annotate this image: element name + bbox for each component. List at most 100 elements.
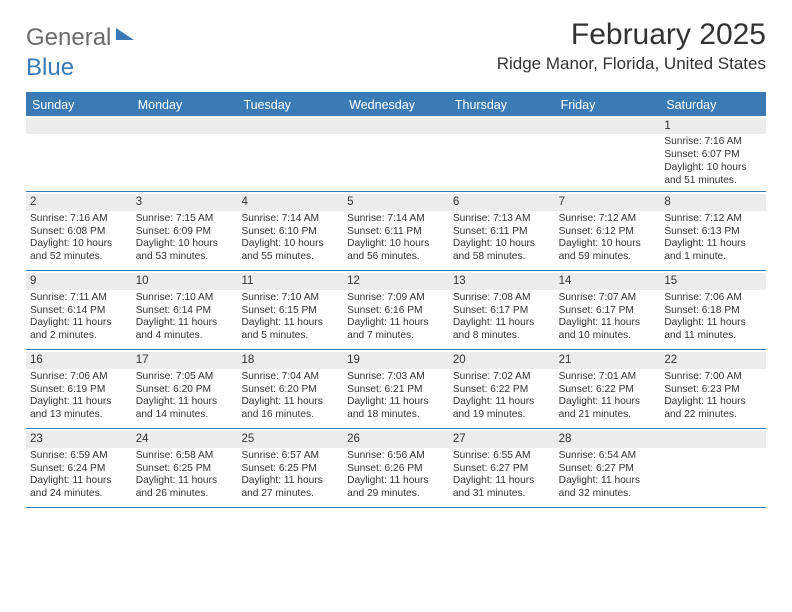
- sunrise-text: Sunrise: 6:54 AM: [559, 450, 657, 463]
- day-number-row: 2: [26, 194, 132, 210]
- day-content: Sunrise: 7:09 AMSunset: 6:16 PMDaylight:…: [347, 292, 445, 343]
- sunrise-text: Sunrise: 7:06 AM: [30, 371, 128, 384]
- calendar-week-row: 9Sunrise: 7:11 AMSunset: 6:14 PMDaylight…: [26, 271, 766, 350]
- day-number: [347, 119, 350, 133]
- sunset-text: Sunset: 6:21 PM: [347, 384, 445, 397]
- calendar-day-cell: 9 Sunrise: 7:11 AMSunset: 6:14 PMDaylight…: [26, 271, 132, 349]
- sunrise-text: Sunrise: 6:55 AM: [453, 450, 551, 463]
- sunrise-text: Sunrise: 7:03 AM: [347, 371, 445, 384]
- day-number: 4: [241, 195, 247, 209]
- sunrise-text: Sunrise: 7:04 AM: [241, 371, 339, 384]
- calendar-day-cell: [660, 429, 766, 507]
- day-number-row: 7: [555, 194, 661, 210]
- day-content: Sunrise: 7:08 AMSunset: 6:17 PMDaylight:…: [453, 292, 551, 343]
- sunrise-text: Sunrise: 7:11 AM: [30, 292, 128, 305]
- sunrise-text: Sunrise: 7:12 AM: [664, 213, 762, 226]
- day-number: 7: [559, 195, 565, 209]
- day-content: Sunrise: 7:12 AMSunset: 6:12 PMDaylight:…: [559, 213, 657, 264]
- daylight-text: Daylight: 11 hours and 11 minutes.: [664, 317, 762, 343]
- logo-text-general: General: [26, 24, 111, 52]
- daylight-text: Daylight: 10 hours and 52 minutes.: [30, 238, 128, 264]
- day-content: Sunrise: 7:07 AMSunset: 6:17 PMDaylight:…: [559, 292, 657, 343]
- weekday-header: Sunday: [26, 94, 132, 116]
- day-number: [664, 432, 667, 446]
- day-number: 11: [241, 274, 253, 288]
- sunset-text: Sunset: 6:13 PM: [664, 226, 762, 239]
- weekday-header: Thursday: [449, 94, 555, 116]
- daylight-text: Daylight: 10 hours and 58 minutes.: [453, 238, 551, 264]
- daylight-text: Daylight: 11 hours and 13 minutes.: [30, 396, 128, 422]
- calendar-day-cell: 4Sunrise: 7:14 AMSunset: 6:10 PMDaylight…: [237, 192, 343, 270]
- daylight-text: Daylight: 10 hours and 51 minutes.: [664, 162, 762, 188]
- calendar-day-cell: 10Sunrise: 7:10 AMSunset: 6:14 PMDayligh…: [132, 271, 238, 349]
- sunset-text: Sunset: 6:22 PM: [559, 384, 657, 397]
- day-number: 1: [664, 119, 670, 133]
- day-number: 15: [664, 274, 677, 288]
- calendar-day-cell: 2 Sunrise: 7:16 AMSunset: 6:08 PMDaylight…: [26, 192, 132, 270]
- sunset-text: Sunset: 6:14 PM: [136, 305, 234, 318]
- sunrise-text: Sunrise: 7:05 AM: [136, 371, 234, 384]
- sunrise-text: Sunrise: 6:58 AM: [136, 450, 234, 463]
- daylight-text: Daylight: 11 hours and 19 minutes.: [453, 396, 551, 422]
- calendar-day-cell: 14Sunrise: 7:07 AMSunset: 6:17 PMDayligh…: [555, 271, 661, 349]
- day-number: 28: [559, 432, 572, 446]
- day-number-row: 9: [26, 273, 132, 289]
- day-content: Sunrise: 7:01 AMSunset: 6:22 PMDaylight:…: [559, 371, 657, 422]
- location-label: Ridge Manor, Florida, United States: [497, 54, 766, 74]
- day-content: Sunrise: 7:14 AMSunset: 6:11 PMDaylight:…: [347, 213, 445, 264]
- calendar-day-cell: 1 Sunrise: 7:16 AMSunset: 6:07 PMDaylight…: [660, 116, 766, 191]
- sunset-text: Sunset: 6:14 PM: [30, 305, 128, 318]
- daylight-text: Daylight: 10 hours and 59 minutes.: [559, 238, 657, 264]
- sunset-text: Sunset: 6:24 PM: [30, 463, 128, 476]
- sunset-text: Sunset: 6:12 PM: [559, 226, 657, 239]
- daylight-text: Daylight: 11 hours and 31 minutes.: [453, 475, 551, 501]
- day-number: 12: [347, 274, 360, 288]
- calendar-day-cell: 22Sunrise: 7:00 AMSunset: 6:23 PMDayligh…: [660, 350, 766, 428]
- day-number-row: 12: [343, 273, 449, 289]
- day-number-row: 22: [660, 352, 766, 368]
- logo-triangle-icon: [116, 28, 134, 40]
- weekday-header: Tuesday: [237, 94, 343, 116]
- day-content: Sunrise: 7:11 AMSunset: 6:14 PMDaylight:…: [30, 292, 128, 343]
- calendar-grid: Sunday Monday Tuesday Wednesday Thursday…: [26, 92, 766, 508]
- day-number-row: 10: [132, 273, 238, 289]
- weekday-header-row: Sunday Monday Tuesday Wednesday Thursday…: [26, 94, 766, 116]
- day-number: 10: [136, 274, 149, 288]
- day-number-row: 18: [237, 352, 343, 368]
- day-content: Sunrise: 7:16 AMSunset: 6:07 PMDaylight:…: [664, 136, 762, 187]
- calendar-day-cell: 12 Sunrise: 7:09 AMSunset: 6:16 PMDayligh…: [343, 271, 449, 349]
- day-number: 3: [136, 195, 142, 209]
- sunrise-text: Sunrise: 6:56 AM: [347, 450, 445, 463]
- day-number: [241, 119, 244, 133]
- sunset-text: Sunset: 6:08 PM: [30, 226, 128, 239]
- sunset-text: Sunset: 6:20 PM: [136, 384, 234, 397]
- day-number: 8: [664, 195, 670, 209]
- sunset-text: Sunset: 6:23 PM: [664, 384, 762, 397]
- calendar-day-cell: 13Sunrise: 7:08 AMSunset: 6:17 PMDayligh…: [449, 271, 555, 349]
- weekday-header: Friday: [555, 94, 661, 116]
- calendar-day-cell: [237, 116, 343, 191]
- daylight-text: Daylight: 10 hours and 55 minutes.: [241, 238, 339, 264]
- sunset-text: Sunset: 6:10 PM: [241, 226, 339, 239]
- day-number: 22: [664, 353, 677, 367]
- daylight-text: Daylight: 10 hours and 56 minutes.: [347, 238, 445, 264]
- day-number: 17: [136, 353, 149, 367]
- day-content: Sunrise: 7:16 AMSunset: 6:08 PMDaylight:…: [30, 213, 128, 264]
- day-number-row: 15: [660, 273, 766, 289]
- calendar-day-cell: [555, 116, 661, 191]
- day-content: Sunrise: 7:04 AMSunset: 6:20 PMDaylight:…: [241, 371, 339, 422]
- day-content: Sunrise: 6:54 AMSunset: 6:27 PMDaylight:…: [559, 450, 657, 501]
- calendar-week-row: 16Sunrise: 7:06 AMSunset: 6:19 PMDayligh…: [26, 350, 766, 429]
- sunset-text: Sunset: 6:27 PM: [453, 463, 551, 476]
- daylight-text: Daylight: 11 hours and 2 minutes.: [30, 317, 128, 343]
- day-number-row: 27: [449, 431, 555, 447]
- sunset-text: Sunset: 6:15 PM: [241, 305, 339, 318]
- day-number: 2: [30, 195, 36, 209]
- day-number-row: 20: [449, 352, 555, 368]
- calendar-day-cell: 25Sunrise: 6:57 AMSunset: 6:25 PMDayligh…: [237, 429, 343, 507]
- sunrise-text: Sunrise: 7:15 AM: [136, 213, 234, 226]
- sunset-text: Sunset: 6:20 PM: [241, 384, 339, 397]
- calendar-day-cell: 19Sunrise: 7:03 AMSunset: 6:21 PMDayligh…: [343, 350, 449, 428]
- daylight-text: Daylight: 11 hours and 14 minutes.: [136, 396, 234, 422]
- calendar-day-cell: 6Sunrise: 7:13 AMSunset: 6:11 PMDaylight…: [449, 192, 555, 270]
